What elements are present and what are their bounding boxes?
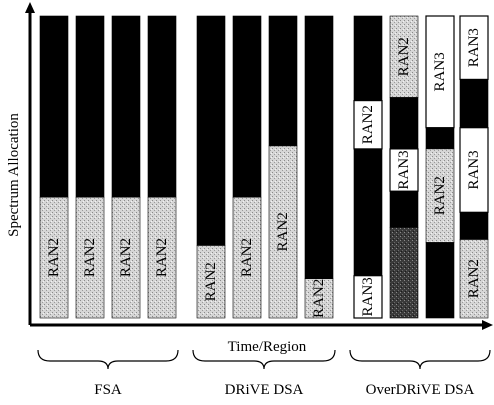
segment-black: [353, 148, 383, 276]
segment-white: [353, 99, 383, 150]
segment-gray: [39, 196, 69, 319]
segment-label: RAN2: [311, 279, 327, 318]
column-1-1: RAN2: [39, 15, 69, 319]
segment-white: [389, 148, 419, 192]
column-2-2: RAN2: [232, 15, 262, 319]
group-2: RAN2 RAN2 RAN2 RAN2: [196, 15, 334, 319]
segment-black: [425, 242, 455, 319]
axes: Spectrum Allocation Time/Region: [6, 2, 493, 355]
segment-black: [147, 15, 177, 198]
segment-black: [196, 15, 226, 246]
segment-label: RAN2: [275, 212, 291, 251]
segment-black: [304, 15, 334, 280]
group-brace-2: [192, 349, 336, 370]
segment-label: RAN2: [466, 259, 482, 298]
segment-label: RAN2: [396, 37, 412, 76]
segment-black: [459, 79, 489, 129]
column-3-4: RAN3 RAN3 RAN2: [459, 15, 489, 319]
segment-black: [39, 15, 69, 198]
y-axis-label: Spectrum Allocation: [6, 113, 22, 237]
column-3-2: RAN2 RAN3: [389, 15, 419, 319]
segment-white: [459, 15, 489, 81]
segment-label: RAN2: [154, 238, 170, 277]
segment-black: [111, 15, 141, 198]
segment-gray: [111, 196, 141, 319]
segment-label: RAN3: [466, 150, 482, 189]
segment-black: [389, 190, 419, 228]
segment-label: RAN2: [118, 238, 134, 277]
group-brace-3: [349, 349, 491, 370]
segment-gray: [147, 196, 177, 319]
segment-black: [268, 15, 298, 147]
column-2-1: RAN2: [196, 15, 226, 319]
column-1-2: RAN2: [75, 15, 105, 319]
segment-black: [389, 97, 419, 150]
group-brace-1: [37, 349, 179, 370]
segment-label: RAN2: [46, 238, 62, 277]
segment-label: RAN2: [203, 262, 219, 301]
segment-gray: [425, 148, 455, 243]
segment-label: RAN3: [466, 28, 482, 67]
segment-black: [232, 15, 262, 198]
column-2-4: RAN2: [304, 15, 334, 319]
group-label-2: DRiVE DSA: [225, 382, 304, 398]
segment-black: [75, 15, 105, 198]
column-2-3: RAN2: [268, 15, 298, 319]
x-axis-label: Time/Region: [228, 339, 307, 355]
segment-gray: [268, 145, 298, 319]
segment-label: RAN3: [432, 52, 448, 91]
segment-label: RAN3: [396, 150, 412, 189]
segment-black: [425, 127, 455, 150]
column-1-3: RAN2: [111, 15, 141, 319]
column-1-4: RAN2: [147, 15, 177, 319]
segment-label: RAN3: [360, 277, 376, 316]
segment-gray: [304, 278, 334, 319]
group-label-1: FSA: [94, 382, 122, 398]
segment-gray: [389, 15, 419, 98]
segment-gray: [75, 196, 105, 319]
segment-white: [425, 15, 455, 129]
segment-black: [353, 15, 383, 101]
group-1: RAN2 RAN2 RAN2 RAN2: [39, 15, 177, 319]
y-axis-arrow: [25, 2, 35, 13]
segment-white: [459, 127, 489, 213]
segment-label: RAN2: [239, 238, 255, 277]
column-3-1: RAN2 RAN3: [353, 15, 383, 319]
segment-dark: [389, 227, 419, 319]
segment-label: RAN2: [432, 176, 448, 215]
segment-gray: [232, 196, 262, 319]
x-axis-arrow: [482, 320, 493, 330]
segment-label: RAN2: [360, 105, 376, 144]
segment-black: [459, 212, 489, 240]
segment-gray: [196, 245, 226, 319]
segment-white: [353, 275, 383, 319]
column-3-3: RAN3 RAN2: [425, 15, 455, 319]
columns: RAN2 RAN2 RAN2 RAN2RAN2RAN2RAN2RAN2RAN2RAN3…: [39, 15, 489, 319]
group-braces: FSA DRiVE DSA OverDRiVE DSA: [37, 349, 491, 398]
segment-label: RAN2: [82, 238, 98, 277]
group-3: RAN2 RAN3 RAN2 RAN3 RAN3 RAN2 RAN3 RAN3 RAN2: [353, 15, 489, 319]
group-label-3: OverDRiVE DSA: [366, 382, 475, 398]
segment-gray: [459, 239, 489, 319]
